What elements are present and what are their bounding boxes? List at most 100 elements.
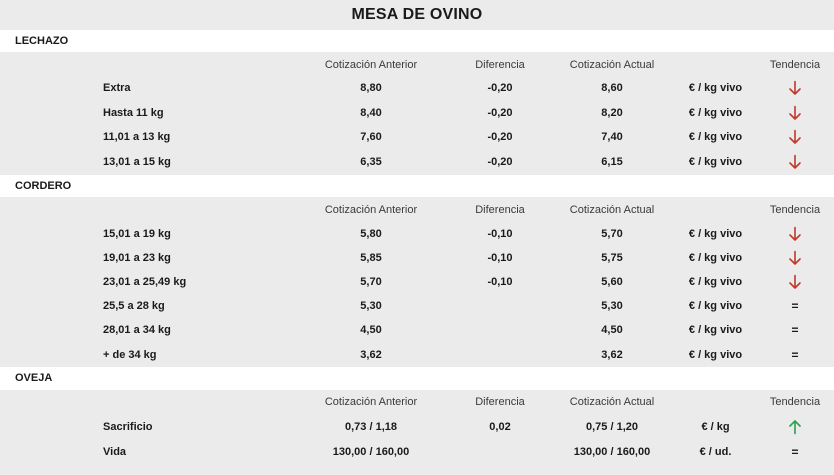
header-difference: Diferencia [475,59,525,71]
current-price: 5,75 [601,252,623,264]
row-label: + de 34 kg [103,349,157,361]
trend-indicator: = [760,343,830,367]
row-label: Hasta 11 kg [103,107,164,119]
trend-indicator [760,415,830,439]
equal-sign-icon: = [791,323,799,337]
price-unit: € / kg vivo [688,228,743,240]
table-header-row: Cotización Anterior Diferencia Cotización … [0,53,834,77]
header-difference: Diferencia [475,204,525,216]
trend-indicator [760,246,830,270]
section-body-cordero [0,197,834,367]
current-price: 5,30 [601,300,623,312]
header-previous-price: Cotización Anterior [324,59,418,71]
table-row: Sacrificio 0,73 / 1,18 0,02 0,75 / 1,20 € / … [0,415,834,439]
header-current-price: Cotización Actual [569,59,655,71]
table-row: Hasta 11 kg 8,40 -0,20 8,20 € / kg vivo [0,101,834,125]
row-label: 11,01 a 13 kg [103,131,171,143]
price-unit: € / kg [701,421,730,433]
table-row: Extra 8,80 -0,20 8,60 € / kg vivo [0,76,834,100]
page-title: MESA DE OVINO [0,0,834,30]
trend-indicator [760,101,830,125]
previous-price: 7,60 [360,131,382,143]
price-unit: € / kg vivo [688,252,743,264]
row-label: 13,01 a 15 kg [103,156,171,168]
current-price: 8,20 [601,107,623,119]
section-body-oveja [0,390,834,475]
arrow-down-icon [788,154,802,170]
row-label: Extra [103,82,131,94]
table-row: 23,01 a 25,49 kg 5,70 -0,10 5,60 € / kg vivo [0,270,834,294]
trend-indicator [760,150,830,174]
previous-price: 4,50 [360,324,382,336]
current-price: 8,60 [601,82,623,94]
current-price: 0,75 / 1,20 [586,421,638,433]
current-price: 4,50 [601,324,623,336]
arrow-down-icon [788,226,802,242]
price-difference: -0,20 [487,131,513,143]
section-title-cordero: CORDERO [0,175,834,197]
current-price: 6,15 [601,156,623,168]
equal-sign-icon: = [791,348,799,362]
header-trend: Tendencia [769,59,821,71]
trend-indicator: = [760,318,830,342]
table-header-row: Cotización Anterior Diferencia Cotización … [0,198,834,222]
header-trend: Tendencia [769,204,821,216]
previous-price: 0,73 / 1,18 [345,421,397,433]
header-current-price: Cotización Actual [569,396,655,408]
table-row: 28,01 a 34 kg 4,50 4,50 € / kg vivo = [0,318,834,342]
trend-indicator: = [760,294,830,318]
arrow-down-icon [788,129,802,145]
section-body-lechazo [0,52,834,175]
price-unit: € / kg vivo [688,324,743,336]
arrow-down-icon [788,274,802,290]
price-unit: € / kg vivo [688,156,743,168]
equal-sign-icon: = [791,445,799,459]
equal-sign-icon: = [791,299,799,313]
price-unit: € / kg vivo [688,349,743,361]
row-label: 23,01 a 25,49 kg [103,276,187,288]
price-difference [460,343,540,367]
price-difference [460,440,540,464]
current-price: 5,60 [601,276,623,288]
price-unit: € / kg vivo [688,82,743,94]
price-difference [460,318,540,342]
price-difference: -0,20 [487,156,513,168]
previous-price: 8,40 [360,107,382,119]
row-label: 19,01 a 23 kg [103,252,171,264]
header-difference: Diferencia [475,396,525,408]
trend-indicator [760,125,830,149]
header-previous-price: Cotización Anterior [324,204,418,216]
previous-price: 130,00 / 160,00 [332,446,410,458]
previous-price: 6,35 [360,156,382,168]
price-difference: -0,20 [487,82,513,94]
previous-price: 5,70 [360,276,382,288]
previous-price: 3,62 [360,349,382,361]
table-row: + de 34 kg 3,62 3,62 € / kg vivo = [0,343,834,367]
current-price: 5,70 [601,228,623,240]
arrow-down-icon [788,250,802,266]
price-unit: € / kg vivo [688,276,743,288]
current-price: 3,62 [601,349,623,361]
trend-indicator: = [760,440,830,464]
price-unit: € / kg vivo [688,131,743,143]
previous-price: 5,30 [360,300,382,312]
arrow-down-icon [788,105,802,121]
arrow-up-icon [788,419,802,435]
section-title-lechazo: LECHAZO [0,30,834,52]
trend-indicator [760,222,830,246]
price-unit: € / ud. [699,446,732,458]
section-title-oveja: OVEJA [0,367,834,389]
price-unit: € / kg vivo [688,300,743,312]
previous-price: 5,80 [360,228,382,240]
price-difference: -0,10 [487,228,513,240]
row-label: Sacrificio [103,421,153,433]
header-current-price: Cotización Actual [569,204,655,216]
table-row: 11,01 a 13 kg 7,60 -0,20 7,40 € / kg vivo [0,125,834,149]
table-header-row: Cotización Anterior Diferencia Cotización … [0,390,834,414]
price-difference: -0,10 [487,252,513,264]
price-difference: 0,02 [489,421,511,433]
row-label: Vida [103,446,127,458]
current-price: 7,40 [601,131,623,143]
row-label: 25,5 a 28 kg [103,300,165,312]
